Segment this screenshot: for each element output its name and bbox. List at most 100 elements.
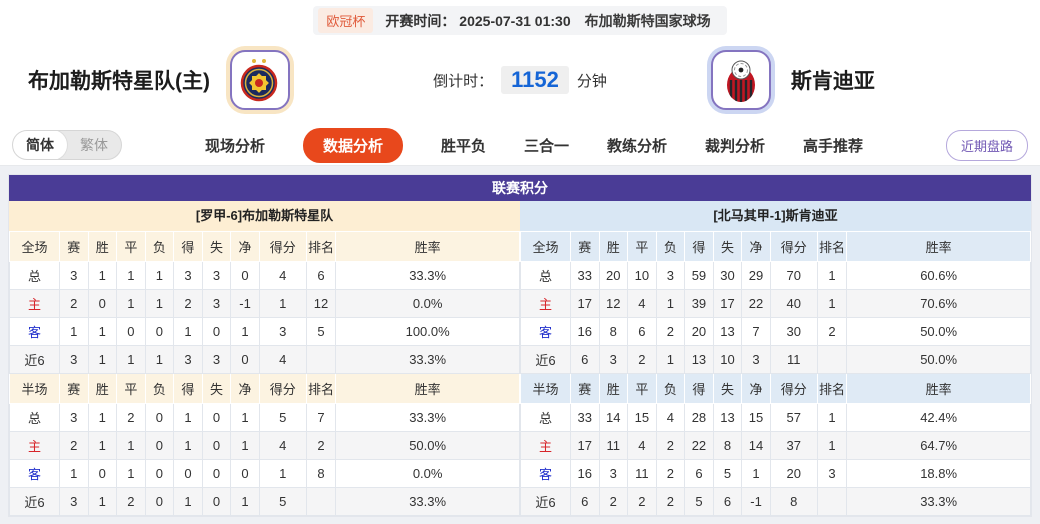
stat-cell: 2 [655, 317, 686, 346]
stats-table: 全场赛胜平负得失净得分 排名 胜率总 3 1 1 1 3 3 0 4 6 33.3% 主 2 0 1 1 2 3 -1 1… [9, 231, 520, 516]
col-header: 负 [655, 373, 686, 404]
stat-cell: 0 [87, 459, 118, 488]
row-label: 客 [520, 459, 571, 488]
card-title: 联赛积分 [9, 175, 1031, 201]
stat-cell: 5 [258, 403, 307, 432]
nav-tab-6[interactable]: 高手推荐 [803, 137, 864, 155]
stat-cell: 100.0% [335, 317, 520, 346]
row-label: 近6 [520, 487, 571, 516]
stat-cell: 1 [87, 403, 118, 432]
stat-cell: 1 [87, 345, 118, 374]
stat-cell: 1 [87, 431, 118, 460]
stat-cell: 3 [58, 345, 89, 374]
stat-cell: 3 [598, 345, 629, 374]
stat-cell: 10 [627, 261, 657, 290]
stat-cell: 4 [258, 261, 307, 290]
stat-cell: 1 [258, 459, 307, 488]
col-header: 失 [712, 231, 743, 262]
stat-cell: 1 [58, 317, 89, 346]
nav-tabs: 现场分析 数据分析 胜平负 三合一 教练分析 裁判分析 高手推荐 [122, 127, 946, 163]
nav-tab-0[interactable]: 现场分析 [204, 137, 265, 155]
stat-cell: 2 [627, 487, 657, 516]
stat-cell: 3 [58, 403, 89, 432]
col-header: 胜率 [846, 373, 1031, 404]
stat-cell: 0 [201, 431, 232, 460]
stat-cell: 10 [712, 345, 743, 374]
stat-cell: 13 [684, 345, 714, 374]
stat-cell: 1 [230, 431, 260, 460]
home-team: 布加勒斯特星队(主) [0, 50, 433, 110]
row-label: 总 [9, 261, 60, 290]
stat-cell: 4 [627, 431, 657, 460]
recent-trends-button[interactable]: 近期盘路 [945, 129, 1028, 161]
stat-cell: 7 [741, 317, 771, 346]
stat-cell: 20 [598, 261, 629, 290]
stat-cell: 11 [627, 459, 657, 488]
col-header: 负 [144, 373, 175, 404]
nav-tab-2[interactable]: 胜平负 [440, 137, 486, 155]
stat-cell: 11 [769, 345, 818, 374]
stat-cell: 2 [116, 487, 146, 516]
stat-cell: 13 [712, 403, 743, 432]
stat-cell: 6 [712, 487, 743, 516]
stat-cell: 20 [769, 459, 818, 488]
stat-cell: 30 [769, 317, 818, 346]
lang-traditional-button[interactable]: 繁体 [80, 137, 108, 153]
stats-row: 近6 3 1 2 0 1 0 1 5 33.3% [9, 487, 520, 516]
home-stats-half: [罗甲-6]布加勒斯特星队 全场赛胜平负得失净得分 排名 胜率总 3 1 1 1 3 3 0 4 6 33… [9, 201, 520, 516]
stat-cell: 1 [116, 261, 146, 290]
venue-name: 布加勒斯特国家球场 [584, 12, 711, 29]
stats-row: 总 33 14 15 4 28 13 15 57 1 42.4% [520, 403, 1031, 432]
col-header: 平 [116, 373, 146, 404]
stat-cell: 12 [598, 289, 629, 318]
stat-cell [816, 345, 848, 374]
col-header: 失 [712, 373, 743, 404]
nav-tab-3[interactable]: 三合一 [523, 137, 569, 155]
stat-cell: 12 [305, 289, 337, 318]
stat-cell: 30 [712, 261, 743, 290]
stats-row: 主 17 11 4 2 22 8 14 37 1 64.7% [520, 431, 1031, 460]
stat-cell: 18.8% [846, 459, 1031, 488]
stat-cell: 0 [230, 261, 260, 290]
stats-row: 近6 6 2 2 2 5 6 -1 8 33.3% [520, 487, 1031, 516]
stat-cell: 2 [598, 487, 629, 516]
stat-cell: 3 [816, 459, 848, 488]
stat-cell: 4 [258, 345, 307, 374]
stat-cell: 2 [173, 289, 203, 318]
stats-row: 客 1 1 0 0 1 0 1 3 5 100.0% [9, 317, 520, 346]
col-header: 得分 [258, 373, 307, 404]
col-header: 得分 [258, 231, 307, 262]
col-header: 胜率 [335, 373, 520, 404]
away-team: 斯肯迪亚 [607, 50, 1040, 110]
stat-cell: -1 [741, 487, 771, 516]
stat-cell: 3 [173, 345, 203, 374]
stat-cell: 5 [684, 487, 714, 516]
stats-header-row: 全场赛胜平负得失净得分 排名 胜率 [520, 231, 1031, 262]
stats-header-row: 全场赛胜平负得失净得分 排名 胜率 [9, 231, 520, 262]
stat-cell [305, 345, 337, 374]
nav-tab-4[interactable]: 教练分析 [607, 137, 668, 155]
stat-cell: 1 [144, 289, 175, 318]
nav-tab-1[interactable]: 数据分析 [302, 127, 403, 163]
stat-cell: 2 [627, 345, 657, 374]
match-header: 布加勒斯特星队(主) 倒计时： 1152 分钟 [0, 35, 1040, 125]
col-header: 排名 [816, 231, 848, 262]
stat-cell: 14 [741, 431, 771, 460]
stat-cell: 42.4% [846, 403, 1031, 432]
stat-cell: 5 [305, 317, 337, 346]
stat-cell: 8 [305, 459, 337, 488]
lang-simplified-button[interactable]: 简体 [13, 131, 67, 159]
nav-tab-5[interactable]: 裁判分析 [705, 137, 766, 155]
stat-cell: 15 [627, 403, 657, 432]
stats-row: 总 3 1 1 1 3 3 0 4 6 33.3% [9, 261, 520, 290]
col-header: 排名 [816, 373, 848, 404]
stat-cell: 1 [230, 403, 260, 432]
stat-cell: 28 [684, 403, 714, 432]
row-label: 总 [520, 261, 571, 290]
stat-cell: 1 [87, 487, 118, 516]
language-toggle[interactable]: 简体 繁体 [12, 130, 122, 160]
stat-cell: 1 [116, 459, 146, 488]
stat-cell: 1 [116, 431, 146, 460]
row-label: 近6 [9, 345, 60, 374]
col-header: 胜 [598, 373, 629, 404]
